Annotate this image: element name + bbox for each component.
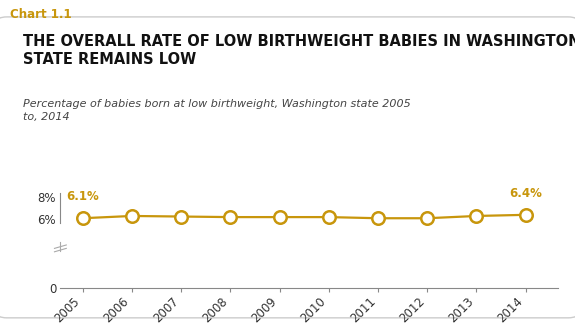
Text: Percentage of babies born at low birthweight, Washington state 2005
to, 2014: Percentage of babies born at low birthwe…	[23, 99, 411, 122]
Text: 6.1%: 6.1%	[66, 190, 99, 203]
Text: THE OVERALL RATE OF LOW BIRTHWEIGHT BABIES IN WASHINGTON
STATE REMAINS LOW: THE OVERALL RATE OF LOW BIRTHWEIGHT BABI…	[23, 34, 575, 67]
FancyBboxPatch shape	[0, 17, 575, 318]
Text: Chart 1.1: Chart 1.1	[10, 8, 72, 21]
Text: 6.4%: 6.4%	[509, 187, 542, 200]
